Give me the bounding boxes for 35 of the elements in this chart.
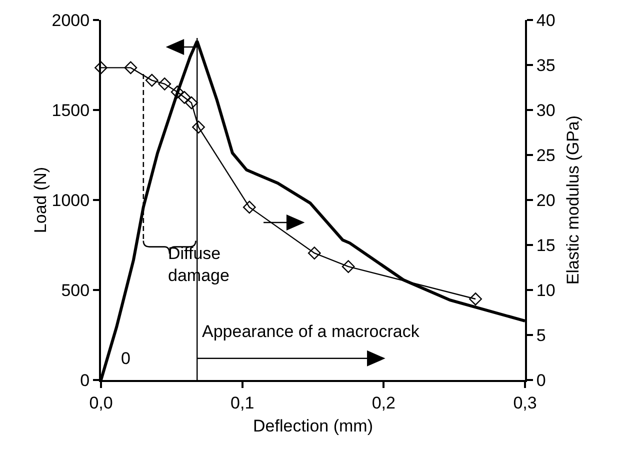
- x-tick-label: 0,1: [230, 393, 254, 412]
- y2-tick-label: 10: [536, 280, 556, 300]
- point: [145, 74, 158, 87]
- x-tick-label: 0,2: [372, 393, 396, 412]
- x-tick-label: 0,3: [513, 393, 537, 412]
- x-axis-title: Deflection (mm): [253, 416, 373, 436]
- y2-tick-label: 0: [536, 370, 546, 390]
- point: [178, 90, 191, 104]
- point: [242, 200, 256, 214]
- point: [124, 61, 138, 74]
- y2-tick-label: 35: [536, 56, 556, 75]
- y-tick-label: 500: [61, 280, 90, 300]
- point: [158, 77, 172, 90]
- y-axis-title: Load (N): [30, 166, 50, 234]
- y2-tick-label: 25: [536, 146, 556, 165]
- point: [94, 61, 108, 74]
- annotation: Appearance of a macrocrack: [202, 322, 420, 341]
- y-tick-label: 1000: [52, 190, 90, 210]
- y-tick-label: 0: [80, 370, 90, 390]
- y2-axis-title: Elastic modulus (GPa): [564, 115, 582, 285]
- point: [469, 292, 482, 306]
- x-tick-label: 0,0: [89, 393, 113, 412]
- point: [192, 120, 205, 134]
- y-tick-label: 1500: [52, 100, 90, 120]
- point: [170, 86, 184, 98]
- y2-tick-label: 5: [536, 326, 546, 345]
- y-tick-label: 2000: [52, 10, 90, 30]
- y2-tick-label: 30: [536, 100, 556, 120]
- y2-tick-label: 20: [536, 190, 556, 210]
- point: [308, 246, 321, 260]
- y2-tick-label: 40: [536, 10, 556, 30]
- point: [342, 260, 355, 274]
- point: [185, 96, 198, 110]
- y2-tick-label: 15: [536, 236, 556, 255]
- annotation: 0: [121, 349, 130, 368]
